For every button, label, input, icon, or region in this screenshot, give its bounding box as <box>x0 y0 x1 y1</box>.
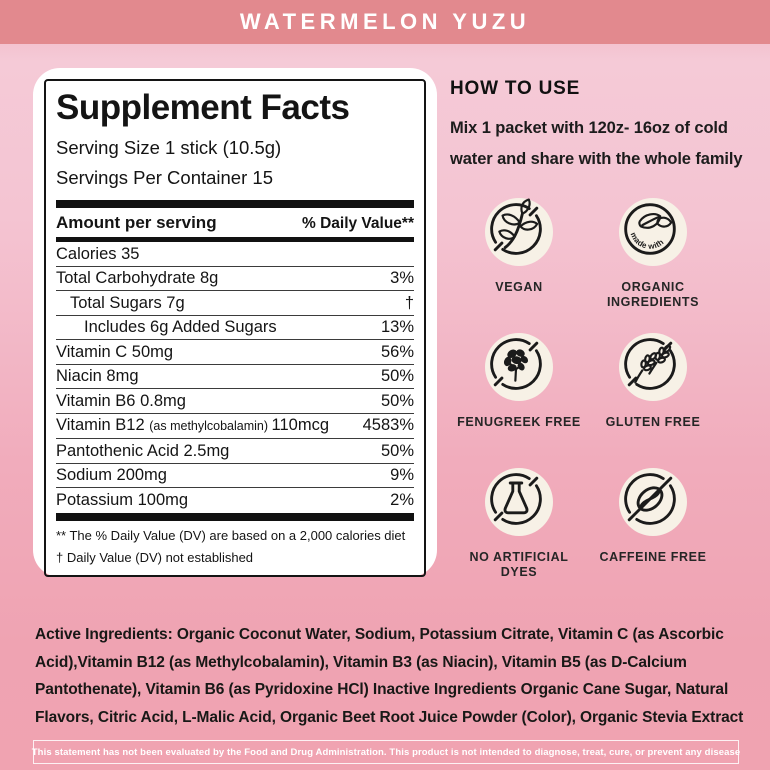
badge-fenugreek-free: FENUGREEK FREE <box>452 333 586 468</box>
fda-disclaimer-text: This statement has not been evaluated by… <box>31 746 741 758</box>
badge-organic-ingredients: made with ORGANIC INGREDIENTS <box>586 198 720 333</box>
badge-no-artificial-dyes: NO ARTIFICIAL DYES <box>452 468 586 603</box>
column-daily-value: % Daily Value** <box>301 215 414 232</box>
supplement-facts-title: Supplement Facts <box>56 88 350 127</box>
organic-leaves-icon: made with <box>619 198 687 266</box>
badge-label: NO ARTIFICIAL DYES <box>469 550 569 579</box>
badge-caffeine-free: CAFFEINE FREE <box>586 468 720 603</box>
ingredients-text: Active Ingredients: Organic Coconut Wate… <box>35 626 744 726</box>
flavor-banner: WATERMELON YUZU <box>0 0 770 44</box>
divider-thick-bottom <box>56 512 414 521</box>
servings-per-container: Servings Per Container 15 <box>56 167 273 188</box>
badge-label: VEGAN <box>495 280 543 294</box>
badge-label: GLUTEN FREE <box>605 415 701 429</box>
no-gluten-wheat-icon <box>619 333 687 401</box>
badge-vegan: VEGAN <box>452 198 586 333</box>
column-headers: Amount per serving % Daily Value** <box>56 208 414 237</box>
footnotes: ** The % Daily Value (DV) are based on a… <box>56 527 414 566</box>
nutrient-rows: Calories 35 Total Carbohydrate 8g 3% Total … <box>56 242 414 512</box>
nutrient-row: Total Sugars 7g † <box>56 291 414 316</box>
nutrient-row: Includes 6g Added Sugars 13% <box>56 316 414 340</box>
nutrient-row: Vitamin C 50mg 56% <box>56 340 414 365</box>
column-amount: Amount per serving <box>56 213 217 232</box>
how-to-use-title: HOW TO USE <box>450 78 581 99</box>
flavor-title: WATERMELON YUZU <box>239 9 531 34</box>
serving-size: Serving Size 1 stick (10.5g) <box>56 137 282 158</box>
nutrient-row: Sodium 200mg 9% <box>56 464 414 488</box>
feature-badges: VEGAN made with ORGANIC INGREDIENTS <box>452 198 720 603</box>
nutrient-row: Pantothenic Acid 2.5mg 50% <box>56 439 414 464</box>
vegan-plant-icon <box>485 198 553 266</box>
nutrient-row: Vitamin B6 0.8mg 50% <box>56 389 414 414</box>
no-fenugreek-icon <box>485 333 553 401</box>
badge-label: FENUGREEK FREE <box>457 415 581 429</box>
no-dyes-flask-icon <box>485 468 553 536</box>
supplement-facts-box: Supplement Facts Serving Size 1 stick (1… <box>44 79 426 577</box>
badge-label: ORGANIC INGREDIENTS <box>606 280 700 309</box>
footnote-daily-value: ** The % Daily Value (DV) are based on a… <box>56 527 406 543</box>
nutrient-row: Vitamin B12 (as methylcobalamin) 110mcg 4… <box>56 414 414 439</box>
divider-medium <box>56 237 414 242</box>
nutrient-row: Niacin 8mg 50% <box>56 365 414 389</box>
supplement-facts-card: Supplement Facts Serving Size 1 stick (1… <box>33 68 437 577</box>
badge-gluten-free: GLUTEN FREE <box>586 333 720 468</box>
nutrient-row: Potassium 100mg 2% <box>56 490 414 509</box>
nutrient-row: Total Carbohydrate 8g 3% <box>56 267 414 291</box>
how-to-use-body: Mix 1 packet with 120z- 16oz of cold wat… <box>450 119 743 168</box>
fda-disclaimer-box: This statement has not been evaluated by… <box>31 740 741 764</box>
no-caffeine-bean-icon <box>619 468 687 536</box>
divider-thick <box>56 200 414 208</box>
nutrient-row: Calories 35 <box>56 242 414 267</box>
badge-label: CAFFEINE FREE <box>599 550 707 564</box>
footnote-dv-not-established: † Daily Value (DV) not established <box>56 549 254 565</box>
